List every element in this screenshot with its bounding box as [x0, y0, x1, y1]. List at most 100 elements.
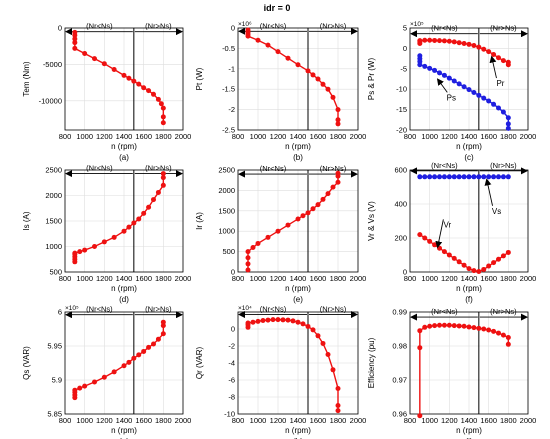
data-point	[315, 202, 321, 208]
y-tick-label: 1000	[45, 242, 62, 251]
data-point	[491, 101, 497, 107]
data-point	[270, 317, 276, 323]
panel-label: (e)	[293, 295, 303, 304]
data-point	[461, 84, 467, 90]
data-point	[305, 68, 311, 74]
data-point	[505, 174, 511, 180]
data-point	[92, 379, 97, 385]
region-label-right: (Nr>Ns)	[320, 164, 347, 173]
data-point	[427, 65, 433, 71]
y-tick-label: -0.5	[222, 44, 235, 53]
y-tick-label: -5	[400, 64, 407, 73]
data-point	[335, 403, 341, 408]
data-point	[441, 38, 447, 44]
data-point	[441, 72, 447, 78]
x-tick-label: 1400	[290, 416, 307, 425]
x-tick-label: 1800	[500, 132, 517, 141]
axis-exponent: ×10⁶	[238, 21, 252, 28]
data-point	[491, 328, 497, 334]
data-point	[245, 267, 251, 273]
x-tick-label: 2000	[520, 132, 537, 141]
series-line-0	[247, 173, 339, 270]
data-point	[446, 38, 452, 44]
data-point	[505, 341, 511, 347]
axes-box	[237, 27, 359, 131]
annotation-label: Vs	[492, 207, 501, 216]
x-tick-label: 1600	[480, 274, 497, 283]
y-tick-label: 0.97	[392, 376, 407, 385]
y-tick-label: 6	[58, 308, 62, 317]
x-axis-label: n (rpm)	[456, 142, 482, 151]
x-tick-label: 1800	[155, 274, 172, 283]
data-point	[121, 228, 127, 234]
x-tick-label: 800	[232, 132, 245, 141]
data-point	[486, 263, 492, 269]
data-point	[305, 210, 311, 216]
panel-label: (g)	[119, 437, 129, 439]
data-point	[451, 78, 457, 84]
x-tick-label: 1600	[480, 132, 497, 141]
data-point	[417, 62, 423, 68]
data-point	[451, 255, 457, 261]
y-tick-label: 1000	[218, 227, 235, 236]
data-point	[141, 85, 147, 91]
x-tick-label: 1400	[116, 416, 133, 425]
data-point	[446, 174, 452, 180]
data-point	[290, 318, 296, 324]
y-axis-label: Tem (Nm)	[22, 61, 31, 96]
data-point	[432, 323, 438, 329]
x-tick-label: 800	[404, 416, 417, 425]
x-tick-label: 2000	[175, 416, 192, 425]
region-label-left: (Nr<Ns)	[86, 305, 113, 314]
data-point	[432, 37, 438, 43]
data-point	[481, 266, 487, 272]
data-point	[325, 352, 331, 357]
x-tick-label: 1200	[96, 274, 113, 283]
data-point	[141, 210, 147, 216]
data-point	[265, 234, 271, 240]
data-point	[146, 344, 152, 350]
y-tick-label: -2	[228, 342, 235, 351]
data-point	[275, 228, 281, 234]
y-tick-label: 5.95	[47, 342, 62, 351]
y-tick-label: 5.85	[47, 410, 62, 419]
y-tick-label: 1500	[45, 217, 62, 226]
data-point	[500, 58, 506, 64]
x-tick-label: 1400	[461, 132, 478, 141]
x-tick-label: 1800	[155, 416, 172, 425]
data-point	[325, 86, 331, 92]
panels: 800 1000 1200 1400 1600 1800 20000-5000-10000n…	[22, 21, 536, 439]
data-point	[101, 374, 107, 380]
data-point	[496, 256, 501, 262]
data-point	[422, 174, 428, 180]
data-point	[146, 204, 152, 210]
data-point	[466, 324, 472, 330]
data-point	[151, 197, 156, 203]
data-point	[310, 206, 316, 212]
y-tick-label: -15	[396, 105, 407, 114]
data-point	[295, 62, 301, 68]
axes-box	[237, 311, 359, 415]
y-tick-label: -8	[228, 393, 235, 402]
x-tick-label: 1000	[250, 416, 267, 425]
data-point	[305, 323, 311, 329]
data-point	[441, 249, 447, 255]
axes-box	[64, 169, 184, 273]
data-point	[476, 92, 482, 98]
y-tick-label: 0	[403, 268, 407, 277]
data-point	[146, 88, 152, 94]
axes-box	[409, 169, 529, 273]
panel-label: (d)	[119, 295, 129, 304]
y-tick-label: 2000	[45, 191, 62, 200]
data-point	[101, 61, 107, 67]
data-point	[126, 224, 132, 230]
x-tick-label: 1000	[421, 274, 438, 283]
data-point	[437, 174, 442, 180]
data-point	[451, 39, 457, 45]
y-tick-label: 0	[403, 44, 407, 53]
data-point	[155, 96, 161, 102]
region-label-right: (Nr>Ns)	[320, 305, 347, 314]
x-axis-label: n (rpm)	[111, 426, 137, 435]
data-point	[505, 62, 511, 68]
x-tick-label: 2000	[520, 274, 537, 283]
